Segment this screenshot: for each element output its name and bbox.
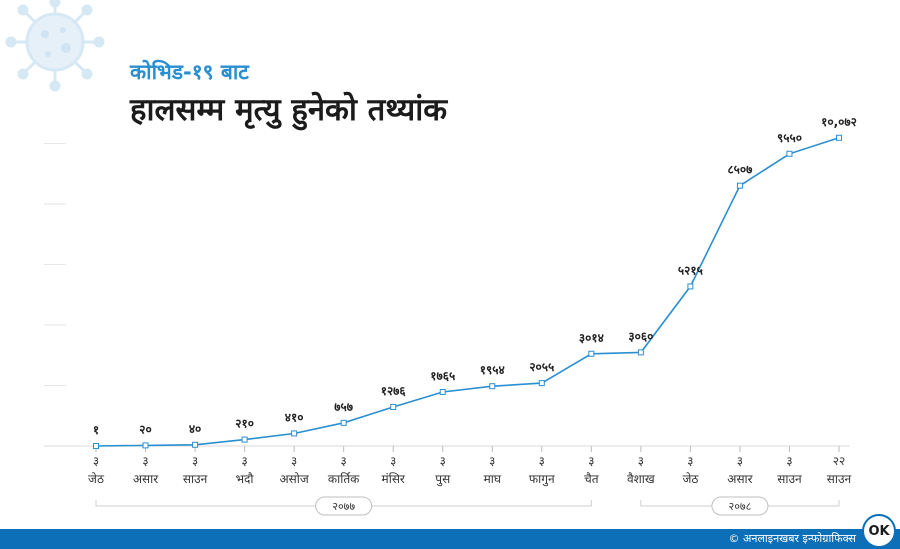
virus-icon (5, 0, 105, 92)
chart-title: हालसम्म मृत्यु हुनेको तथ्यांक (130, 92, 448, 128)
x-tick-label-day: ३ (786, 454, 792, 468)
x-tick-label-day: ३ (241, 454, 247, 468)
year-pill (315, 496, 373, 516)
data-point (786, 150, 793, 157)
data-label: ३०६० (628, 329, 653, 343)
data-label: ७५७ (334, 400, 353, 414)
x-tick-label-month: पुस (435, 472, 451, 487)
data-point (142, 442, 149, 449)
x-tick-label-month: चैत (584, 472, 600, 486)
x-tick-label-day: ३ (588, 454, 594, 468)
data-label: १९५४ (480, 363, 505, 377)
chart-subtitle: कोभिड-१९ बाट (130, 60, 249, 84)
year-label: २०७७ (332, 500, 355, 513)
data-label: १ (93, 423, 99, 437)
data-point (93, 442, 99, 449)
x-tick-label-month: साउन (827, 472, 852, 486)
data-label: ३०१४ (579, 331, 604, 345)
data-label: १७६५ (430, 369, 455, 383)
data-point (241, 436, 248, 443)
x-tick-label-month: भदौ (236, 472, 255, 486)
brand-logo: OK (862, 514, 896, 548)
data-label: १०,०७२ (821, 115, 857, 129)
x-tick-label-month: कार्तिक (328, 472, 360, 486)
x-tick-label-month: असार (133, 472, 159, 486)
x-tick-label-month: वैशाख (627, 472, 655, 486)
x-tick-label-month: मंसिर (382, 472, 406, 486)
year-label: २०७८ (728, 500, 751, 513)
data-point (291, 430, 298, 437)
x-tick-label-month: माघ (484, 472, 502, 486)
data-label: ९५५० (777, 131, 802, 145)
x-tick-label-month: असार (727, 472, 753, 486)
x-tick-label-day: ३ (142, 454, 148, 468)
x-tick-label-month: असोज (279, 472, 309, 486)
x-tick-label-day: ३ (390, 454, 396, 468)
data-point (192, 441, 199, 448)
x-tick-label-month: साउन (183, 472, 208, 486)
data-point (538, 380, 545, 387)
data-label: २०५५ (529, 360, 554, 374)
data-label: २० (139, 422, 151, 436)
x-tick-label-day: ३ (539, 454, 545, 468)
footer-bar: © अनलाइनखबर इन्फोग्राफिक्स (0, 529, 900, 549)
x-tick-label-day: ३ (341, 454, 347, 468)
x-tick-label-day: ३ (192, 454, 198, 468)
x-tick-label-month: जेठ (88, 472, 105, 486)
data-label: ४० (189, 422, 201, 436)
data-label: १२७६ (381, 384, 407, 398)
data-point (687, 283, 694, 290)
x-tick-label-day: ३ (489, 454, 495, 468)
data-point (588, 350, 595, 357)
line-chart: ३ जेठ ३ असार ३ साउन ३ भदौ ३ असोज ३ कार्तिक ३ मंसिर ३ पु… (44, 115, 857, 516)
x-tick-label-day: ३ (687, 454, 693, 468)
data-label: ५२१५ (678, 263, 703, 277)
data-label: ४१० (285, 410, 304, 424)
data-point (439, 388, 446, 395)
x-tick-label-day: ३ (737, 454, 743, 468)
logo-text: OK (868, 523, 890, 539)
data-point (736, 182, 743, 189)
x-tick-label-day: ३ (93, 454, 99, 468)
data-label: २१० (235, 417, 254, 431)
x-tick-label-month: फागुन (529, 472, 555, 487)
series-line (95, 137, 840, 447)
data-point (489, 383, 496, 390)
credit-text: © अनलाइनखबर इन्फोग्राफिक्स (728, 532, 856, 545)
data-point (637, 349, 644, 356)
x-tick-label-day: ३ (638, 454, 644, 468)
x-tick-label-day: २२ (833, 454, 845, 468)
data-point (836, 134, 842, 141)
x-tick-label-month: साउन (777, 472, 802, 486)
data-point (340, 419, 347, 426)
x-tick-label-month: जेठ (682, 472, 699, 486)
data-point (390, 403, 397, 410)
x-tick-label-day: ३ (440, 454, 446, 468)
data-label: ८५०७ (727, 163, 753, 177)
x-tick-label-day: ३ (291, 454, 297, 468)
year-pill (711, 496, 769, 516)
